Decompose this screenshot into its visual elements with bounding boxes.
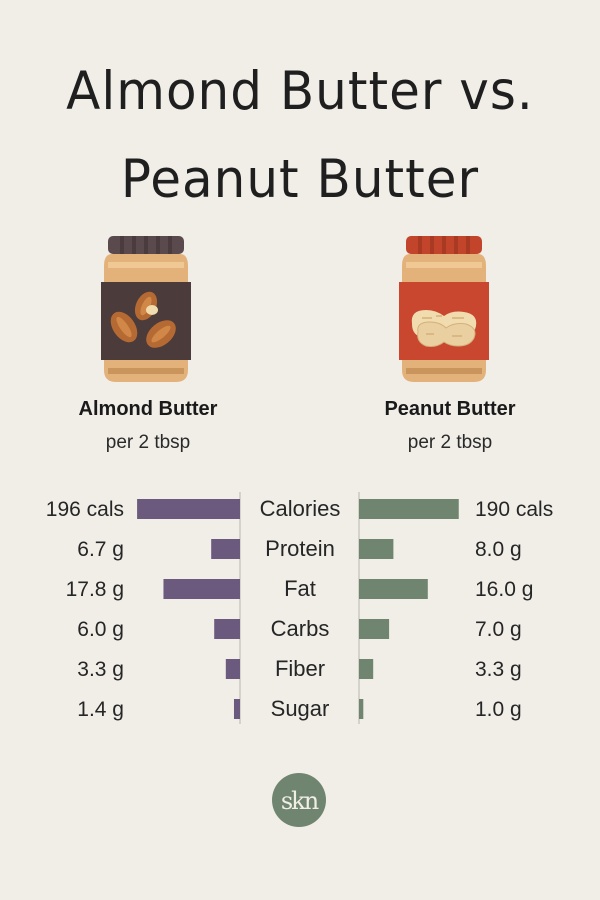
category-label-protein: Protein [265, 536, 335, 561]
almond-value-label: 6.7 g [77, 538, 124, 561]
almond-value-label: 196 cals [46, 498, 124, 521]
category-label-sugar: Sugar [271, 696, 330, 721]
almond-butter-jar-icon [101, 236, 191, 382]
category-label-calories: Calories [260, 496, 341, 521]
left-product-serving: per 2 tbsp [105, 432, 191, 453]
title-line-2: Peanut Butter [120, 148, 480, 210]
peanut-bar-fat [359, 579, 428, 599]
peanut-value-label: 8.0 g [475, 538, 522, 561]
peanut-value-label: 7.0 g [475, 618, 522, 641]
peanut-value-label: 1.0 g [475, 698, 522, 721]
svg-text:skn: skn [281, 787, 319, 815]
right-product-name: Peanut Butter [384, 398, 516, 420]
category-label-fiber: Fiber [275, 656, 325, 681]
peanut-value-label: 190 cals [475, 498, 553, 521]
peanut-bar-carbs [359, 619, 390, 639]
peanut-bar-sugar [359, 699, 364, 719]
peanut-butter-jar-icon [399, 236, 489, 382]
skn-logo: skn [272, 773, 326, 827]
nutrition-comparison-chart: Calories 196 cals 190 cals Protein 6.7 g 8.0 … [46, 492, 553, 724]
left-product-name: Almond Butter [78, 398, 218, 420]
peanut-value-label: 3.3 g [475, 658, 522, 681]
almond-bar-fiber [225, 659, 240, 679]
almond-bar-fat [163, 579, 240, 599]
peanut-bar-calories [359, 499, 459, 519]
almond-value-label: 6.0 g [77, 618, 124, 641]
almond-bar-calories [137, 499, 240, 519]
almond-bar-protein [211, 539, 240, 559]
peanut-bar-protein [359, 539, 394, 559]
almond-bar-sugar [233, 699, 240, 719]
peanut-bar-fiber [359, 659, 374, 679]
category-label-fat: Fat [284, 576, 316, 601]
category-label-carbs: Carbs [271, 616, 330, 641]
almond-bar-carbs [214, 619, 240, 639]
almond-value-label: 17.8 g [66, 578, 124, 601]
title-line-1: Almond Butter vs. [66, 60, 534, 122]
right-product-serving: per 2 tbsp [407, 432, 493, 453]
peanut-value-label: 16.0 g [475, 578, 533, 601]
almond-value-label: 3.3 g [77, 658, 124, 681]
almond-value-label: 1.4 g [77, 698, 124, 721]
